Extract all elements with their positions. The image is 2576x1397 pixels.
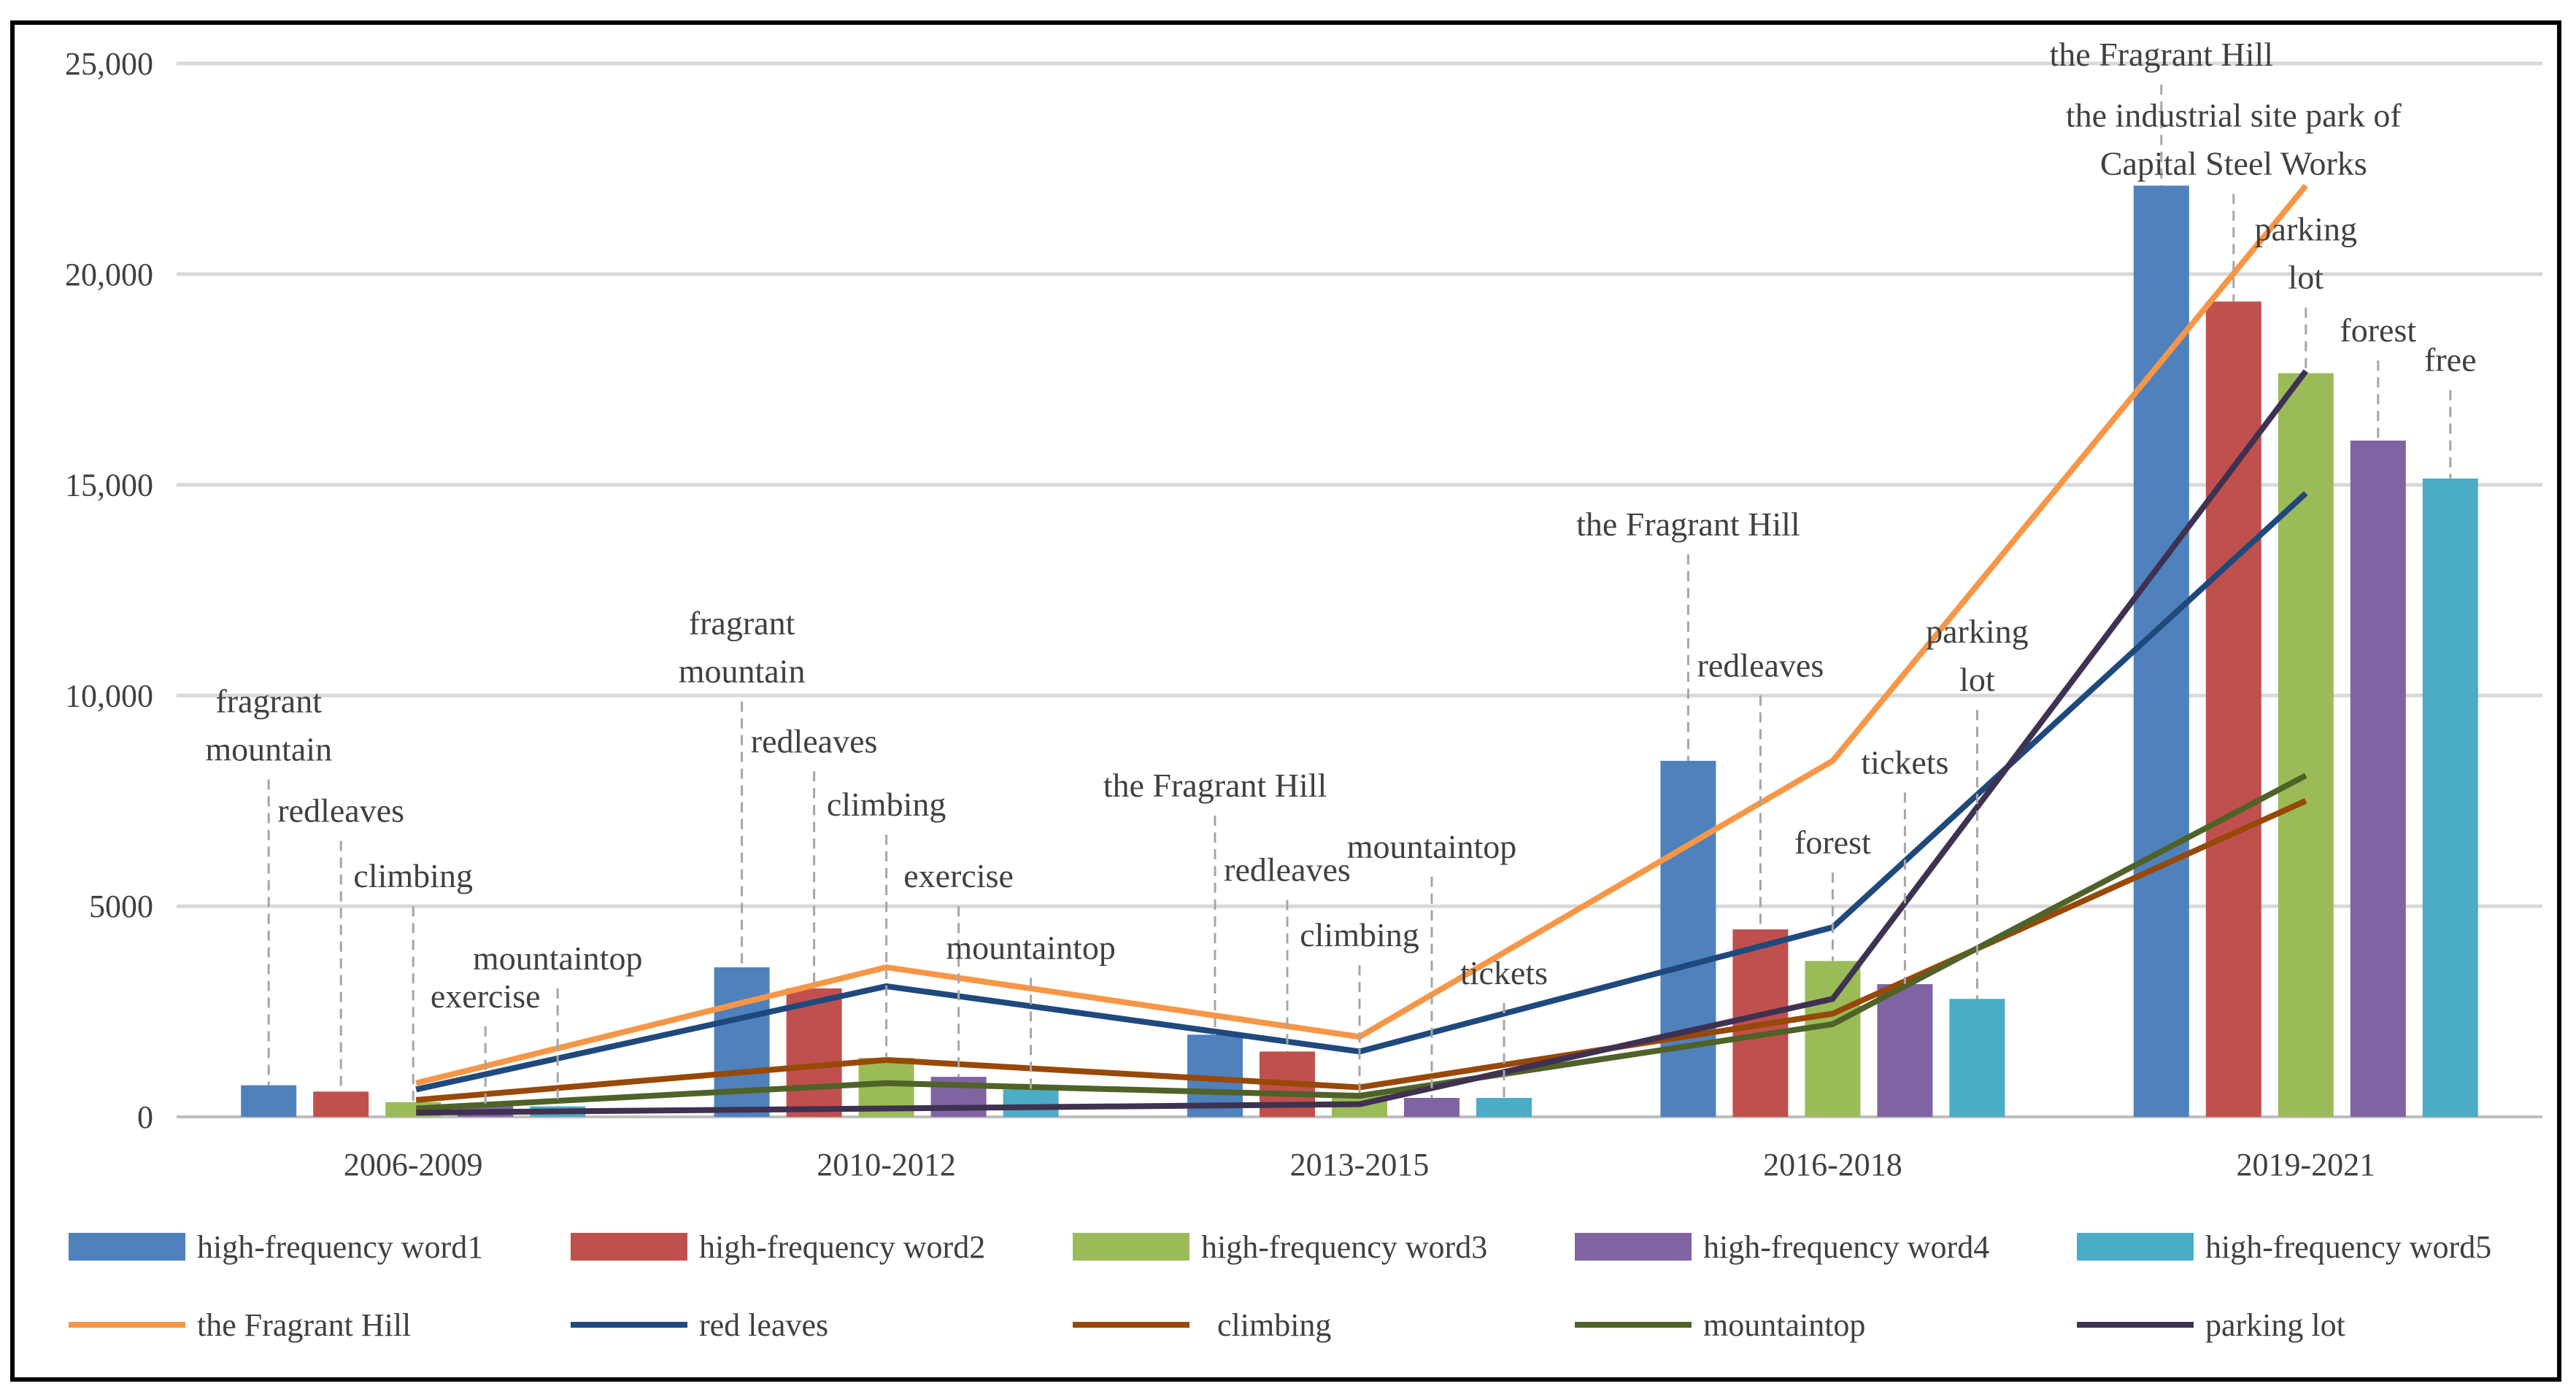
- annotation-label: mountain: [679, 653, 806, 690]
- annotation-label: lot: [2288, 259, 2324, 296]
- y-tick-label: 10,000: [65, 678, 153, 713]
- bar: [2133, 185, 2189, 1117]
- bar: [1949, 999, 2005, 1117]
- annotation-label: redleaves: [1224, 851, 1351, 889]
- annotation-label: redleaves: [1697, 646, 1824, 684]
- bar: [1476, 1098, 1532, 1117]
- bar-annotations: fragrant mountain redleaves climbing exercis…: [205, 36, 2477, 1107]
- legend-swatch: [69, 1233, 185, 1261]
- bars: [241, 185, 2478, 1117]
- annotation-label: exercise: [431, 978, 541, 1015]
- annotation-label: lot: [1959, 661, 1995, 698]
- bar: [241, 1085, 297, 1117]
- legend-label: high-frequency word4: [1703, 1229, 1989, 1265]
- legend-label: parking lot: [2205, 1307, 2345, 1343]
- legend-label: climbing: [1217, 1307, 1331, 1343]
- x-tick-label: 2010-2012: [817, 1147, 956, 1183]
- bar: [2350, 440, 2406, 1117]
- annotation-label: forest: [1794, 824, 1871, 861]
- annotation-label: the industrial site park of: [2066, 97, 2402, 134]
- y-tick-label: 25,000: [65, 46, 153, 82]
- annotation-label: the Fragrant Hill: [1103, 767, 1327, 804]
- annotation-label: fragrant: [215, 683, 322, 720]
- bar: [1805, 961, 1861, 1117]
- annotation-label: the Fragrant Hill: [2050, 36, 2274, 73]
- annotation-label: redleaves: [277, 792, 404, 829]
- y-tick-label: 20,000: [65, 257, 153, 293]
- series-line: [415, 773, 2307, 1112]
- bar: [1877, 984, 1933, 1117]
- annotation-label: exercise: [903, 857, 1014, 894]
- chart-svg: 0 5000 10,000 15,000 20,000 25,000 fragrant mo…: [65, 36, 2542, 1343]
- x-axis: 2006-2009 2010-2012 2013-2015 2016-2018 2019…: [344, 1147, 2375, 1183]
- annotation-label: climbing: [1300, 916, 1419, 953]
- chart-frame: 0 5000 10,000 15,000 20,000 25,000 fragrant mo…: [10, 20, 2561, 1382]
- x-tick-label: 2006-2009: [344, 1147, 483, 1183]
- annotation-label: redleaves: [751, 722, 878, 759]
- series-line: [415, 491, 2308, 1093]
- legend-label: high-frequency word2: [699, 1229, 985, 1265]
- y-tick-label: 5000: [89, 889, 153, 924]
- annotation-label: the Fragrant Hill: [1576, 506, 1800, 543]
- bar: [1003, 1089, 1059, 1117]
- series-line: [416, 369, 2308, 1116]
- annotation-label: parking: [2255, 211, 2358, 248]
- annotation-label: fragrant: [689, 605, 795, 642]
- bar: [2205, 301, 2261, 1117]
- annotation-label: forest: [2340, 311, 2416, 349]
- annotation-label: Capital Steel Works: [2100, 145, 2367, 182]
- bar: [786, 988, 842, 1117]
- y-axis: 0 5000 10,000 15,000 20,000 25,000: [65, 46, 153, 1135]
- legend-label: mountaintop: [1703, 1307, 1865, 1343]
- legend-label: red leaves: [699, 1307, 828, 1343]
- annotation-label: mountain: [205, 731, 332, 768]
- annotation-label: mountaintop: [1347, 828, 1517, 865]
- legend-swatch: [1073, 1233, 1189, 1261]
- x-tick-label: 2013-2015: [1290, 1147, 1430, 1183]
- bar: [2278, 373, 2334, 1117]
- x-tick-label: 2016-2018: [1763, 1147, 1902, 1183]
- annotation-label: parking: [1926, 613, 2029, 650]
- legend-label: high-frequency word1: [197, 1229, 483, 1265]
- annotation-label: climbing: [353, 857, 473, 894]
- y-tick-label: 0: [137, 1099, 153, 1135]
- x-tick-label: 2019-2021: [2236, 1147, 2375, 1183]
- legend: high-frequency word1 high-frequency word2…: [69, 1229, 2491, 1343]
- bar: [313, 1091, 369, 1117]
- annotation-label: climbing: [827, 786, 946, 823]
- legend-label: the Fragrant Hill: [197, 1307, 411, 1343]
- legend-label: high-frequency word3: [1201, 1229, 1487, 1265]
- annotation-label: free: [2424, 341, 2476, 379]
- annotation-label: mountaintop: [473, 940, 643, 977]
- legend-label: high-frequency word5: [2205, 1229, 2491, 1265]
- legend-swatch: [571, 1233, 687, 1261]
- legend-swatch: [2077, 1233, 2194, 1261]
- legend-swatch: [1575, 1233, 1692, 1261]
- bar: [1404, 1098, 1459, 1117]
- annotation-label: tickets: [1460, 954, 1548, 991]
- annotation-label: mountaintop: [946, 929, 1116, 966]
- bar: [1660, 760, 1716, 1117]
- annotation-label: tickets: [1861, 743, 1948, 781]
- y-tick-label: 15,000: [65, 468, 153, 503]
- bar: [2422, 478, 2478, 1117]
